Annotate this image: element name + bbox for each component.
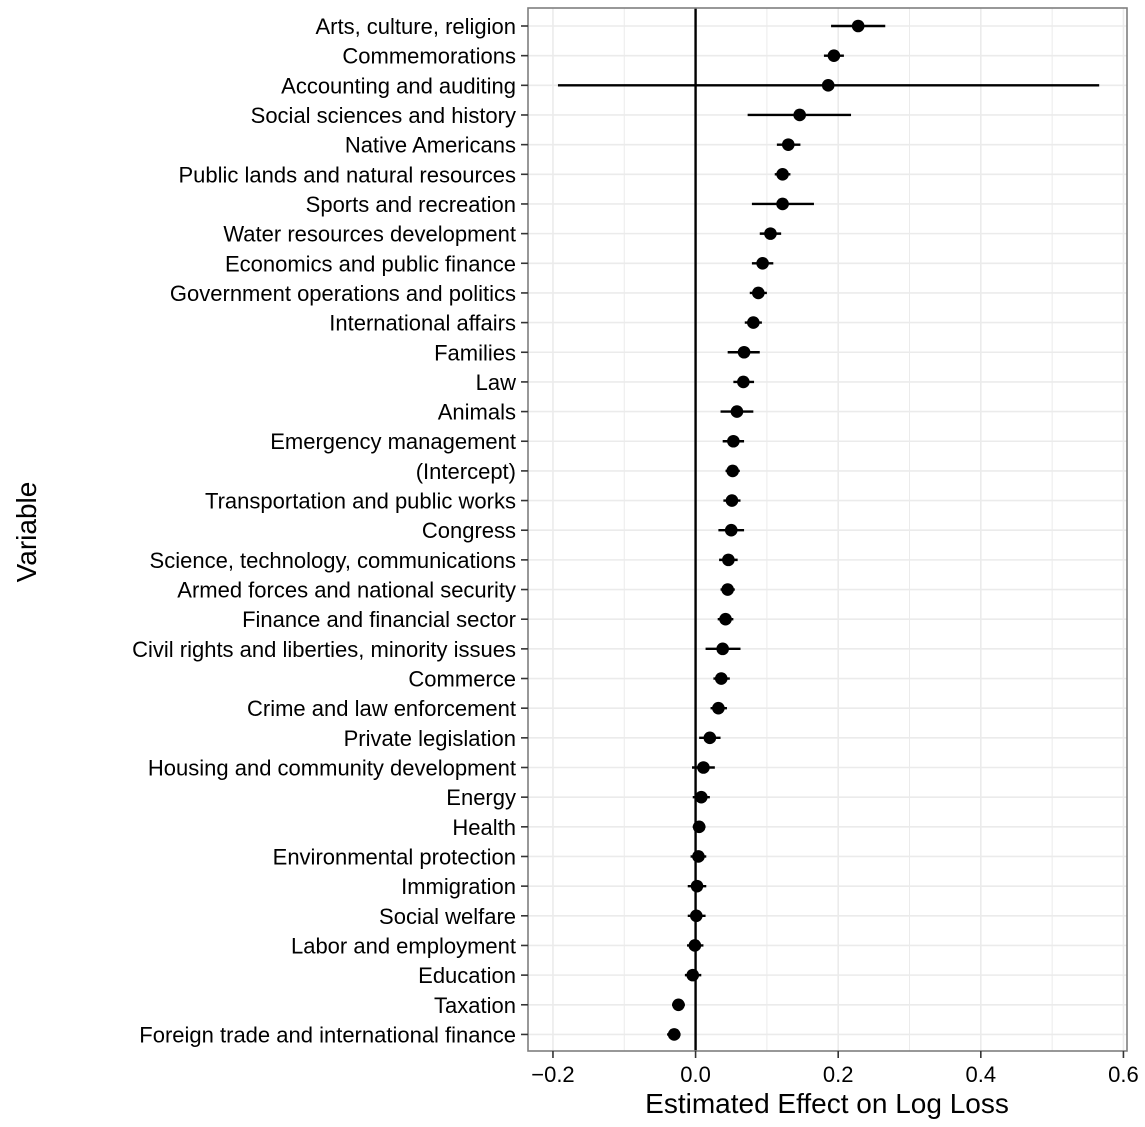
y-tick-label: Law: [476, 370, 516, 395]
estimate-point: [690, 879, 704, 893]
estimate-point: [692, 850, 705, 863]
estimate-point: [752, 286, 765, 300]
y-tick-label: Commerce: [408, 667, 516, 692]
estimate-point: [712, 701, 725, 715]
y-tick-label: Social sciences and history: [251, 103, 516, 128]
estimate-point: [730, 405, 744, 418]
y-axis-title: Variable: [11, 482, 42, 583]
y-tick-label: Sports and recreation: [306, 192, 516, 217]
y-tick-label: Emergency management: [270, 429, 516, 454]
estimate-point: [851, 19, 865, 33]
axis-labels: Arts, culture, religion Commemorations Acc…: [132, 14, 1139, 1087]
x-axis-title: Estimated Effect on Log Loss: [645, 1088, 1009, 1119]
y-tick-label: Government operations and politics: [170, 281, 516, 306]
estimate-point: [776, 197, 789, 211]
estimate-point: [697, 761, 710, 774]
estimate-point: [737, 375, 750, 389]
y-tick-label: Transportation and public works: [205, 489, 516, 514]
y-tick-label: Arts, culture, religion: [315, 14, 516, 39]
grid-lines: [528, 8, 1127, 1051]
y-tick-label: Taxation: [434, 993, 516, 1018]
estimate-point: [667, 1028, 681, 1041]
estimate-point: [692, 820, 706, 834]
x-tick-label: 0.4: [966, 1062, 997, 1087]
x-tick-label: 0.0: [680, 1062, 711, 1087]
estimate-point: [793, 108, 806, 122]
estimate-point: [781, 138, 795, 151]
x-tick-label: 0.2: [823, 1062, 854, 1087]
y-tick-label: Housing and community development: [148, 756, 516, 781]
y-tick-label: Energy: [446, 785, 516, 810]
estimate-point: [821, 79, 835, 92]
estimate-point: [672, 998, 685, 1012]
y-tick-label: Labor and employment: [291, 933, 516, 958]
y-tick-label: Armed forces and national security: [177, 578, 516, 603]
y-tick-label: Commemorations: [342, 44, 516, 69]
estimate-point: [756, 256, 769, 270]
y-tick-label: Families: [434, 340, 516, 365]
estimate-point: [764, 227, 777, 240]
estimate-point: [721, 583, 734, 596]
y-tick-label: Animals: [438, 400, 516, 425]
y-tick-label: Foreign trade and international finance: [139, 1022, 516, 1047]
y-tick-label: Finance and financial sector: [242, 607, 516, 632]
y-tick-label: Public lands and natural resources: [178, 162, 516, 187]
x-tick-label: −0.2: [531, 1062, 574, 1087]
estimate-point: [688, 939, 702, 952]
y-tick-label: Private legislation: [344, 726, 516, 751]
estimate-point: [716, 642, 729, 656]
y-tick-label: International affairs: [329, 311, 516, 336]
y-tick-label: Crime and law enforcement: [247, 696, 516, 721]
data-marks: [557, 19, 1100, 1041]
estimate-point: [714, 672, 728, 685]
y-tick-label: Immigration: [401, 874, 516, 899]
y-tick-label: Civil rights and liberties, minority iss…: [132, 637, 516, 662]
y-tick-label: Education: [418, 963, 516, 988]
estimate-point: [776, 168, 789, 181]
estimate-point: [703, 731, 717, 745]
y-tick-label: Environmental protection: [273, 844, 516, 869]
y-tick-label: Accounting and auditing: [281, 73, 516, 98]
estimate-point: [724, 523, 738, 537]
y-tick-label: Native Americans: [345, 133, 516, 158]
estimate-point: [737, 345, 751, 359]
axis-ticks: [521, 25, 1125, 1058]
x-tick-label: 0.6: [1108, 1062, 1139, 1087]
estimate-point: [727, 434, 740, 448]
estimate-point: [725, 494, 739, 507]
estimate-point: [694, 790, 708, 804]
estimate-point: [689, 909, 703, 923]
y-tick-label: (Intercept): [416, 459, 516, 484]
y-tick-label: Economics and public finance: [225, 251, 516, 276]
y-tick-label: Water resources development: [223, 222, 516, 247]
y-tick-label: Social welfare: [379, 904, 516, 929]
y-tick-label: Congress: [422, 518, 516, 543]
y-tick-label: Health: [452, 815, 516, 840]
estimate-point: [827, 49, 841, 62]
estimate-point: [726, 464, 739, 478]
estimate-point: [686, 968, 700, 982]
estimate-point: [719, 612, 732, 626]
y-tick-label: Science, technology, communications: [150, 548, 516, 573]
estimate-point: [747, 316, 760, 329]
estimate-point: [722, 553, 735, 567]
